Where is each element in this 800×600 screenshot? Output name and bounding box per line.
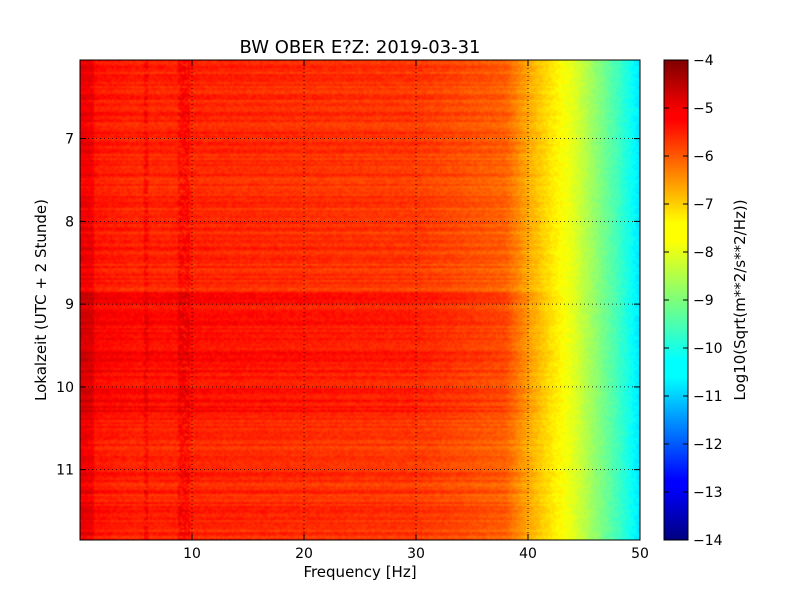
colorbar-tick-label: −6	[693, 149, 714, 165]
y-tick-label: 9	[65, 297, 74, 313]
y-tick-label: 7	[65, 132, 74, 148]
plot-area: 10 20 30 40 50 7 8 9 10 11	[56, 59, 649, 562]
colorbar-ticks: −4 −5 −6 −7 −8 −9 −10 −11 −12 −13 −14	[664, 53, 723, 549]
x-tick-label: 20	[295, 546, 313, 562]
heatmap-raster	[80, 60, 640, 540]
colorbar-tick-label: −10	[693, 341, 723, 357]
grid-lines	[80, 60, 641, 540]
colorbar-tick-label: −7	[693, 197, 714, 213]
colorbar: −4 −5 −6 −7 −8 −9 −10 −11 −12 −13 −14 Log10(Sqrt(m…	[663, 53, 749, 549]
y-axis-ticks: 7 8 9 10 11	[56, 132, 640, 479]
x-axis-label: Frequency [Hz]	[303, 563, 416, 581]
colorbar-label: Log10(Sqrt(m**2/s**2/Hz))	[731, 199, 749, 400]
y-tick-label: 8	[65, 214, 74, 230]
x-tick-label: 40	[519, 546, 537, 562]
x-tick-label: 30	[407, 546, 425, 562]
x-axis-ticks: 10 20 30 40 50	[183, 60, 649, 562]
chart-title: BW OBER E?Z: 2019-03-31	[240, 37, 481, 58]
x-tick-label: 50	[631, 546, 649, 562]
colorbar-tick-label: −13	[693, 485, 723, 501]
plot-frame	[79, 59, 641, 541]
colorbar-tick-label: −12	[693, 437, 723, 453]
x-tick-label: 10	[183, 546, 201, 562]
colorbar-tick-label: −5	[693, 101, 714, 117]
colorbar-tick-label: −11	[693, 389, 723, 405]
colorbar-tick-label: −9	[693, 293, 714, 309]
colorbar-tick-label: −4	[693, 53, 714, 69]
colorbar-tick-label: −8	[693, 245, 714, 261]
y-tick-label: 11	[56, 463, 74, 479]
y-axis-label: Lokalzeit (UTC + 2 Stunde)	[32, 199, 50, 401]
colorbar-tick-label: −14	[693, 533, 723, 549]
y-tick-label: 10	[56, 380, 74, 396]
